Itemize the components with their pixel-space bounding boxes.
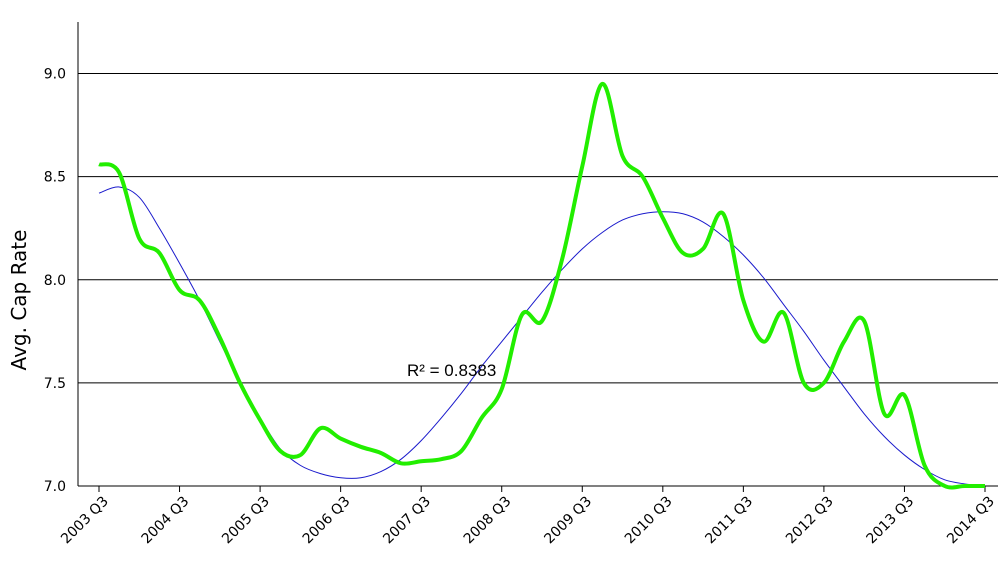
y-tick-label: 9.0 (44, 67, 66, 83)
annotation: R² = 0.8383 (407, 361, 496, 380)
y-tick-label: 8.5 (44, 170, 66, 186)
x-tick-label: 2007 Q3 (380, 494, 434, 548)
series-line (98, 186, 986, 487)
series-line (98, 81, 985, 490)
x-tick-label: 2008 Q3 (461, 494, 515, 548)
x-tick-label: 2012 Q3 (783, 494, 837, 548)
x-tick-label: 2014 Q3 (944, 494, 998, 548)
y-tick-label: 8.0 (44, 273, 66, 289)
x-tick-label: 2009 Q3 (541, 494, 595, 548)
y-tick-label: 7.5 (44, 376, 66, 392)
x-tick-label: 2003 Q3 (58, 494, 112, 548)
x-tick-label: 2005 Q3 (219, 494, 273, 548)
x-tick-label: 2013 Q3 (864, 494, 918, 548)
y-tick-label: 7.0 (44, 479, 66, 495)
x-tick-label: 2011 Q3 (702, 494, 756, 548)
x-tick-label: 2004 Q3 (139, 494, 193, 548)
y-axis-label: Avg. Cap Rate (7, 230, 31, 371)
x-tick-label: 2010 Q3 (622, 494, 676, 548)
x-tick-label: 2006 Q3 (300, 494, 354, 548)
